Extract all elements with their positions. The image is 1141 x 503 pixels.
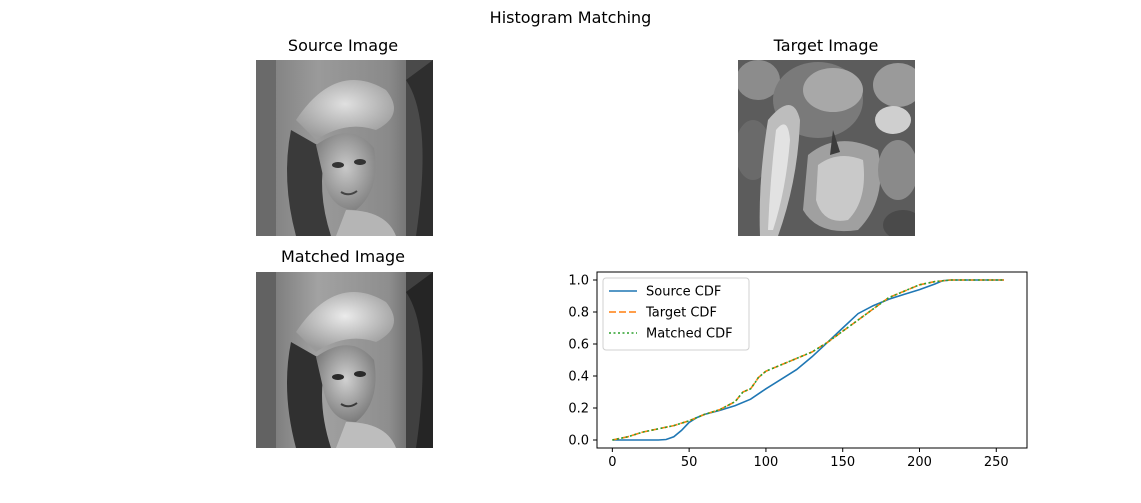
y-tick-label: 0.6 bbox=[568, 338, 589, 353]
y-tick-label: 0.4 bbox=[568, 370, 589, 385]
legend: Source CDF Target CDF Matched CDF bbox=[603, 278, 749, 350]
x-tick-label: 100 bbox=[754, 455, 779, 470]
y-tick-label: 0.8 bbox=[568, 306, 589, 321]
y-tick-label: 0.0 bbox=[568, 434, 589, 449]
x-tick-label: 150 bbox=[830, 455, 855, 470]
y-tick-label: 0.2 bbox=[568, 402, 589, 417]
x-tick-label: 200 bbox=[907, 455, 932, 470]
y-tick-label: 1.0 bbox=[568, 274, 589, 289]
legend-label-matched: Matched CDF bbox=[646, 327, 733, 342]
legend-label-target: Target CDF bbox=[645, 306, 717, 321]
x-tick-label: 250 bbox=[984, 455, 1009, 470]
legend-label-source: Source CDF bbox=[646, 285, 721, 300]
x-tick-label: 50 bbox=[681, 455, 698, 470]
x-tick-label: 0 bbox=[608, 455, 616, 470]
